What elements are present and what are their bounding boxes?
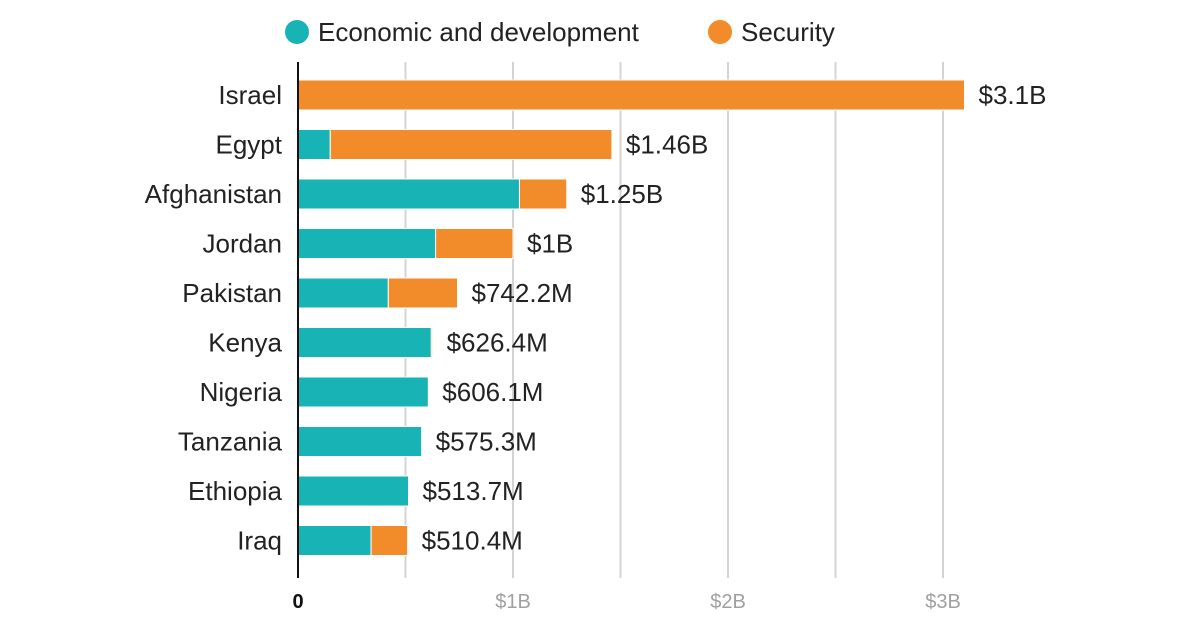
bar-total-label: $1.25B — [581, 179, 663, 209]
bar-segment-security — [435, 228, 514, 259]
x-tick-label: $2B — [710, 591, 746, 613]
category-label: Kenya — [208, 328, 282, 358]
x-tick-label: $1B — [495, 591, 531, 613]
bar-segment-economic — [297, 525, 372, 556]
bar-segment-economic — [297, 376, 429, 408]
x-tick-label: $3B — [925, 591, 961, 613]
bar-total-label: $742.2M — [472, 278, 573, 308]
bar-total-label: $575.3M — [436, 427, 537, 457]
bar-segment-security — [430, 327, 434, 358]
category-label: Iraq — [237, 526, 282, 556]
bar-total-label: $3.1B — [979, 80, 1047, 110]
bar-segment-security — [370, 525, 409, 556]
category-label: Jordan — [203, 229, 283, 259]
bar-total-label: $513.7M — [423, 476, 524, 506]
bars — [297, 79, 965, 556]
bar-segment-economic — [297, 129, 331, 160]
bar-segment-security — [518, 178, 568, 210]
legend-swatch-security — [708, 20, 732, 44]
legend-label-economic: Economic and development — [318, 17, 640, 47]
bar-segment-security — [387, 277, 459, 309]
labels: Israel $3.1B Egypt $1.46B Afghanistan $1.25B J… — [145, 80, 1047, 556]
bar-total-label: $510.4M — [422, 526, 523, 556]
bar-segment-economic — [297, 426, 423, 457]
category-label: Egypt — [216, 130, 283, 160]
bar-segment-economic — [297, 327, 432, 358]
bar-total-label: $626.4M — [447, 328, 548, 358]
bar-segment-security — [297, 79, 965, 111]
bar-total-label: $606.1M — [442, 377, 543, 407]
bar-segment-security — [329, 129, 613, 160]
category-label: Pakistan — [182, 278, 282, 308]
x-axis-ticks: 0 $1B $2B $3B — [292, 591, 960, 613]
legend-label-security: Security — [741, 17, 835, 47]
bar-segment-economic — [297, 228, 437, 259]
category-label: Israel — [218, 80, 282, 110]
category-label: Afghanistan — [145, 179, 282, 209]
category-label: Ethiopia — [188, 476, 282, 506]
category-label: Nigeria — [200, 377, 283, 407]
legend: Economic and development Security — [285, 17, 835, 47]
legend-swatch-economic — [285, 20, 309, 44]
category-label: Tanzania — [178, 427, 283, 457]
bar-segment-economic — [297, 475, 410, 507]
bar-total-label: $1B — [527, 229, 573, 259]
bar-segment-economic — [297, 178, 520, 210]
bar-segment-economic — [297, 277, 389, 309]
x-tick-label: 0 — [292, 591, 303, 613]
bar-total-label: $1.46B — [626, 130, 708, 160]
